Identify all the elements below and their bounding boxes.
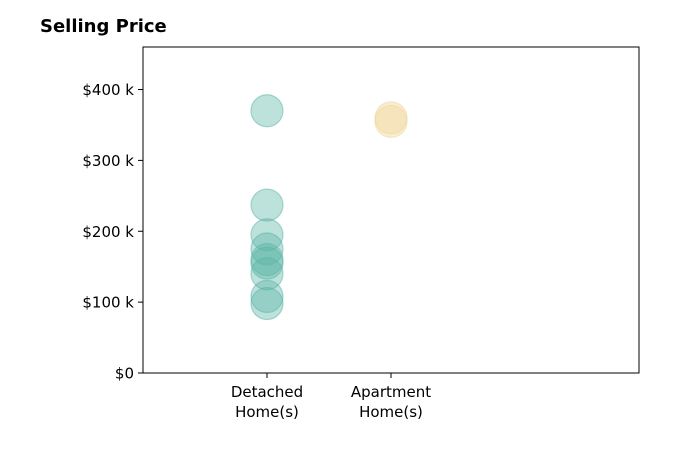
y-tick-label: $400 k [82,81,134,99]
data-point [250,246,284,280]
data-point [250,286,284,321]
chart-title: Selling Price [40,16,167,37]
data-point [250,218,284,252]
x-tick-label: Apartment Home(s) [351,383,431,421]
data-point [250,188,284,222]
y-tick-label: $100 k [82,294,134,312]
y-tick-label: $200 k [82,223,134,241]
y-tick-label: $0 [115,365,134,383]
data-point [250,232,284,266]
x-tick-label: Detached Home(s) [231,383,303,421]
y-axis: $0 $100 k $200 k $300 k $400 k [82,81,143,383]
data-point [250,94,284,128]
data-point [250,279,284,314]
points-layer [250,94,408,321]
x-axis: Detached Home(s) Apartment Home(s) [231,373,431,421]
data-point [250,257,284,291]
plot-frame [142,46,640,374]
data-point [374,104,408,139]
y-tick-label: $300 k [82,152,134,170]
